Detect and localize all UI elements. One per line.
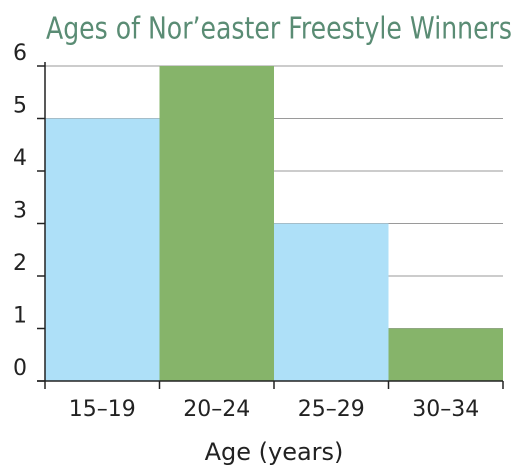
bar: [159, 66, 274, 381]
bar: [274, 223, 389, 381]
x-tick-label: 30–34: [412, 397, 479, 422]
chart-title: Ages of Nor’easter Freestyle Winners: [46, 12, 512, 47]
y-tick-label: 4: [13, 146, 27, 171]
y-tick-label: 0: [13, 356, 27, 381]
bar: [388, 328, 503, 381]
x-tick-label: 15–19: [69, 397, 136, 422]
y-tick-label: 2: [13, 251, 27, 276]
y-tick-label: 6: [13, 41, 27, 66]
x-axis-label: Age (years): [205, 438, 344, 466]
x-tick-label: 20–24: [183, 397, 250, 422]
y-tick-label: 1: [13, 304, 27, 329]
x-tick-label: 25–29: [298, 397, 365, 422]
bar: [45, 118, 160, 381]
y-tick-label: 3: [13, 199, 27, 224]
y-tick-label: 5: [13, 94, 27, 119]
